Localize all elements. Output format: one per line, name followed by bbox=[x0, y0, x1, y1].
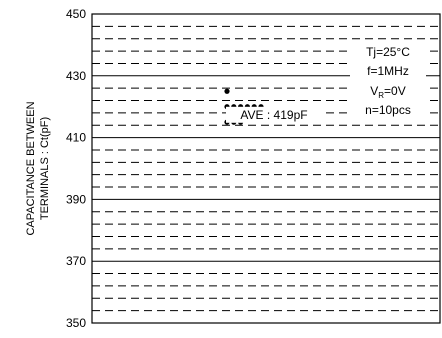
condition-reverse-voltage: VR=0V bbox=[370, 84, 405, 100]
y-axis-label-line-1: CAPACITANCE BETWEEN bbox=[25, 101, 37, 235]
y-tick-label: 350 bbox=[66, 316, 86, 330]
y-tick-labels: 350 370 390 410 430 450 bbox=[66, 7, 86, 330]
vr-symbol: V bbox=[370, 84, 378, 98]
conditions-legend: Tj=25°C f=1MHz VR=0V n=10pcs bbox=[350, 40, 426, 117]
y-tick-label: 390 bbox=[66, 192, 86, 206]
data-point bbox=[224, 88, 230, 94]
y-tick-label: 450 bbox=[66, 7, 86, 21]
condition-sample-count: n=10pcs bbox=[365, 103, 411, 117]
condition-frequency: f=1MHz bbox=[367, 64, 409, 78]
plot-frame bbox=[91, 13, 441, 324]
y-tick-label: 370 bbox=[66, 254, 86, 268]
vr-subscript: R bbox=[378, 91, 384, 100]
vr-value: =0V bbox=[384, 84, 406, 98]
y-axis-label-line-2: TERMINALS : Ct(pF) bbox=[39, 117, 51, 220]
condition-temperature: Tj=25°C bbox=[366, 45, 410, 59]
y-tick-label: 430 bbox=[66, 69, 86, 83]
average-label: AVE : 419pF bbox=[240, 108, 307, 122]
y-tick-label: 410 bbox=[66, 131, 86, 145]
